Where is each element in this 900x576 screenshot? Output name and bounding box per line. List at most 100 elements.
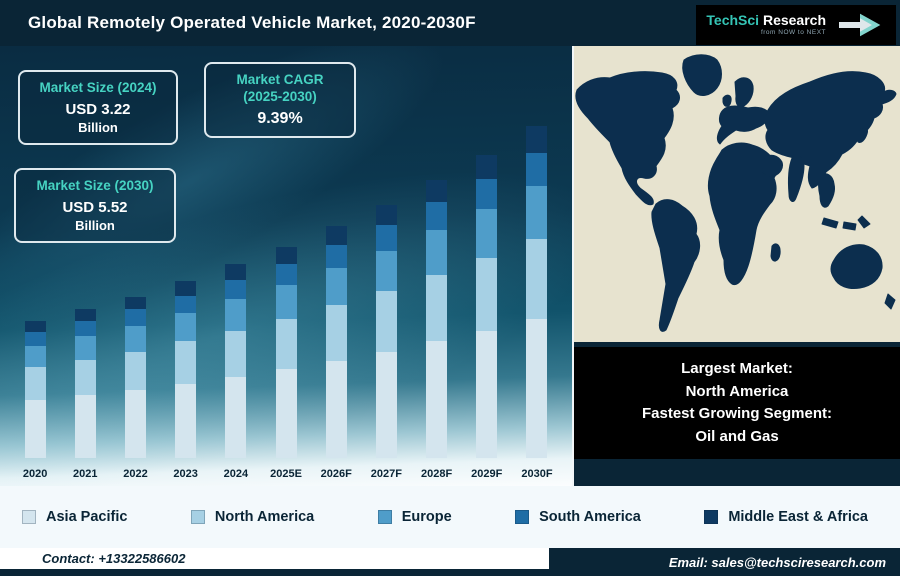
bar-segment-south-america bbox=[225, 280, 247, 300]
bar-chart bbox=[10, 126, 562, 458]
stacked-bar-2028f bbox=[426, 180, 448, 458]
bar-segment-asia-pacific bbox=[175, 384, 197, 458]
legend-item-europe: Europe bbox=[377, 509, 452, 525]
bar-segment-middle-east-africa bbox=[476, 154, 498, 179]
bar-segment-asia-pacific bbox=[225, 376, 247, 458]
bar-segment-europe bbox=[225, 299, 247, 331]
x-axis-label-2021: 2021 bbox=[73, 468, 98, 480]
bar-segment-north-america bbox=[225, 330, 247, 377]
logo-text: TechSci Research from NOW to NEXT bbox=[706, 13, 826, 36]
bar-segment-south-america bbox=[426, 202, 448, 231]
legend-swatch-europe bbox=[377, 510, 392, 524]
bar-segment-europe bbox=[325, 268, 347, 306]
legend-swatch-north-america bbox=[190, 510, 205, 524]
stacked-bar-2026f bbox=[325, 225, 347, 458]
market-size-2030-box: Market Size (2030) USD 5.52 Billion bbox=[14, 168, 176, 243]
legend-item-asia-pacific: Asia Pacific bbox=[22, 509, 127, 525]
bar-segment-north-america bbox=[175, 341, 197, 384]
bar-segment-middle-east-africa bbox=[375, 204, 397, 226]
bar-slot-2022 bbox=[110, 296, 160, 458]
bar-segment-middle-east-africa bbox=[225, 264, 247, 281]
world-map-container bbox=[574, 46, 900, 342]
bar-segment-asia-pacific bbox=[74, 395, 96, 458]
largest-market-box: Largest Market: North America Fastest Gr… bbox=[574, 347, 900, 459]
bar-segment-middle-east-africa bbox=[526, 126, 548, 154]
logo-brand-secondary: Research bbox=[759, 12, 826, 29]
stacked-bar-2022 bbox=[124, 296, 146, 458]
stacked-bar-2020 bbox=[24, 320, 46, 458]
bar-segment-asia-pacific bbox=[526, 318, 548, 458]
legend-label-north-america: North America bbox=[214, 509, 315, 525]
chart-panel: Market Size (2024) USD 3.22 Billion Mark… bbox=[0, 46, 572, 486]
market-cagr-subtitle: (2025-2030) bbox=[243, 88, 317, 104]
page-title: Global Remotely Operated Vehicle Market,… bbox=[28, 13, 476, 32]
bar-slot-2030f bbox=[512, 126, 562, 458]
legend-label-south-america: South America bbox=[539, 509, 641, 525]
bar-segment-north-america bbox=[24, 367, 46, 401]
market-size-2030-unit: Billion bbox=[75, 217, 115, 233]
bar-segment-north-america bbox=[375, 290, 397, 352]
x-axis-label-2027f: 2027F bbox=[370, 468, 402, 480]
bar-segment-europe bbox=[74, 335, 96, 360]
bar-segment-south-america bbox=[175, 295, 197, 314]
x-axis-label-2026f: 2026F bbox=[320, 468, 352, 480]
bar-segment-south-america bbox=[24, 331, 46, 346]
bar-segment-europe bbox=[175, 313, 197, 342]
bar-segment-asia-pacific bbox=[275, 369, 297, 458]
bar-segment-europe bbox=[375, 250, 397, 291]
logo-brand-primary: TechSci bbox=[706, 12, 760, 29]
market-size-2024-title: Market Size (2024) bbox=[39, 80, 157, 95]
bar-segment-north-america bbox=[325, 305, 347, 361]
bar-slot-2026f bbox=[311, 225, 361, 458]
x-axis-labels: 2020 2021 2022 2023 2024 2025E 2026F 2027F 2028F… bbox=[10, 468, 562, 480]
bar-segment-south-america bbox=[325, 244, 347, 269]
market-size-2030-title: Market Size (2030) bbox=[36, 178, 154, 193]
stacked-bar-2023 bbox=[175, 281, 197, 458]
bar-segment-south-america bbox=[124, 309, 146, 326]
bar-segment-north-america bbox=[74, 359, 96, 396]
market-size-2024-value: USD 3.22 bbox=[65, 100, 131, 118]
bar-segment-south-america bbox=[275, 263, 297, 285]
stacked-bar-2021 bbox=[74, 308, 96, 458]
legend-swatch-south-america bbox=[515, 510, 530, 524]
bar-slot-2021 bbox=[60, 308, 110, 458]
bar-segment-north-america bbox=[275, 318, 297, 369]
bar-slot-2024 bbox=[211, 264, 261, 458]
stacked-bar-2024 bbox=[225, 264, 247, 458]
legend-label-asia-pacific: Asia Pacific bbox=[46, 509, 128, 525]
x-axis-label-2025e: 2025E bbox=[270, 468, 302, 480]
bar-segment-asia-pacific bbox=[124, 390, 146, 458]
right-panel: Largest Market: North America Fastest Gr… bbox=[572, 46, 900, 486]
bar-segment-europe bbox=[24, 345, 46, 368]
bar-segment-asia-pacific bbox=[325, 360, 347, 458]
bar-segment-north-america bbox=[426, 274, 448, 342]
bar-slot-2023 bbox=[161, 281, 211, 458]
bar-slot-2027f bbox=[361, 204, 411, 458]
arrow-icon bbox=[839, 13, 881, 36]
techsci-logo: TechSci Research from NOW to NEXT bbox=[696, 4, 896, 45]
largest-market-label: Largest Market: bbox=[681, 360, 793, 377]
legend-label-middle-east-africa: Middle East & Africa bbox=[728, 509, 868, 525]
bar-segment-middle-east-africa bbox=[24, 320, 46, 332]
market-size-2030-value: USD 5.52 bbox=[62, 198, 128, 216]
market-size-2024-box: Market Size (2024) USD 3.22 Billion bbox=[18, 70, 178, 145]
bar-slot-2028f bbox=[412, 180, 462, 458]
bar-segment-middle-east-africa bbox=[275, 246, 297, 264]
bar-segment-north-america bbox=[526, 239, 548, 319]
bar-segment-europe bbox=[476, 209, 498, 258]
legend: Asia Pacific North America Europe South Ame… bbox=[0, 486, 900, 548]
legend-label-europe: Europe bbox=[401, 509, 452, 525]
fastest-segment-value: Oil and Gas bbox=[695, 427, 779, 445]
bar-segment-middle-east-africa bbox=[175, 281, 197, 296]
bar-segment-middle-east-africa bbox=[74, 308, 96, 321]
bar-segment-middle-east-africa bbox=[426, 180, 448, 203]
header: Global Remotely Operated Vehicle Market,… bbox=[0, 0, 900, 46]
bar-segment-asia-pacific bbox=[24, 400, 46, 458]
stacked-bar-2030f bbox=[526, 126, 548, 458]
logo-brand: TechSci Research bbox=[706, 13, 826, 28]
fastest-segment-label: Fastest Growing Segment: bbox=[641, 405, 833, 422]
footer: Contact: +13322586602 Email: sales@techs… bbox=[0, 548, 900, 576]
bar-segment-asia-pacific bbox=[375, 351, 397, 458]
bar-segment-asia-pacific bbox=[426, 341, 448, 458]
email-info: Email: sales@techsciresearch.com bbox=[549, 548, 900, 576]
